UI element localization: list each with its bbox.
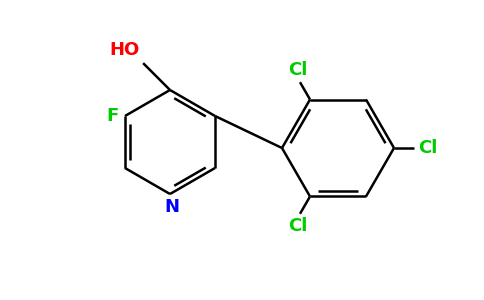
Text: HO: HO <box>109 41 139 59</box>
Text: N: N <box>165 198 180 216</box>
Text: Cl: Cl <box>288 217 308 235</box>
Text: Cl: Cl <box>418 139 438 157</box>
Text: F: F <box>106 107 119 125</box>
Text: Cl: Cl <box>288 61 308 79</box>
